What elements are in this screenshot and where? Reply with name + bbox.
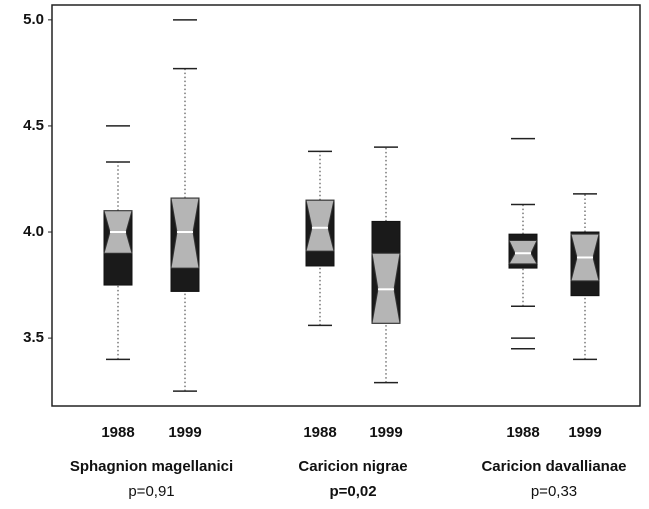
x-tick-label: 1999 (369, 424, 402, 441)
group-label: Caricion davallianae (481, 458, 626, 475)
group-label: Caricion nigrae (298, 458, 407, 475)
p-value: p=0,33 (531, 483, 577, 500)
x-tick-label: 1999 (568, 424, 601, 441)
p-value: p=0,02 (329, 483, 376, 500)
x-tick-label: 1999 (168, 424, 201, 441)
group-label: Sphagnion magellanici (70, 458, 233, 475)
x-tick-label: 1988 (506, 424, 539, 441)
p-value: p=0,91 (128, 483, 174, 500)
y-tick-label: 4.0 (23, 223, 44, 240)
y-tick-label: 3.5 (23, 329, 44, 346)
y-tick-label: 4.5 (23, 117, 44, 134)
plot-frame (51, 4, 641, 407)
x-tick-label: 1988 (303, 424, 336, 441)
y-tick-label: 5.0 (23, 11, 44, 28)
x-tick-label: 1988 (101, 424, 134, 441)
